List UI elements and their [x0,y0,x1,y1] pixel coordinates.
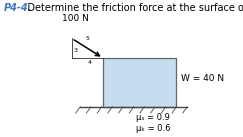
Text: μₖ = 0.6: μₖ = 0.6 [136,124,171,133]
Text: Determine the friction force at the surface of contact.: Determine the friction force at the surf… [18,3,243,13]
Text: 4: 4 [87,60,91,65]
Text: 3: 3 [74,48,78,52]
Text: W = 40 N: W = 40 N [181,74,224,83]
Text: μₛ = 0.9: μₛ = 0.9 [136,113,170,122]
Bar [103,58,176,107]
Text: 100 N: 100 N [62,14,89,23]
Text: 5: 5 [86,36,89,41]
Text: P4-4.: P4-4. [4,3,32,13]
